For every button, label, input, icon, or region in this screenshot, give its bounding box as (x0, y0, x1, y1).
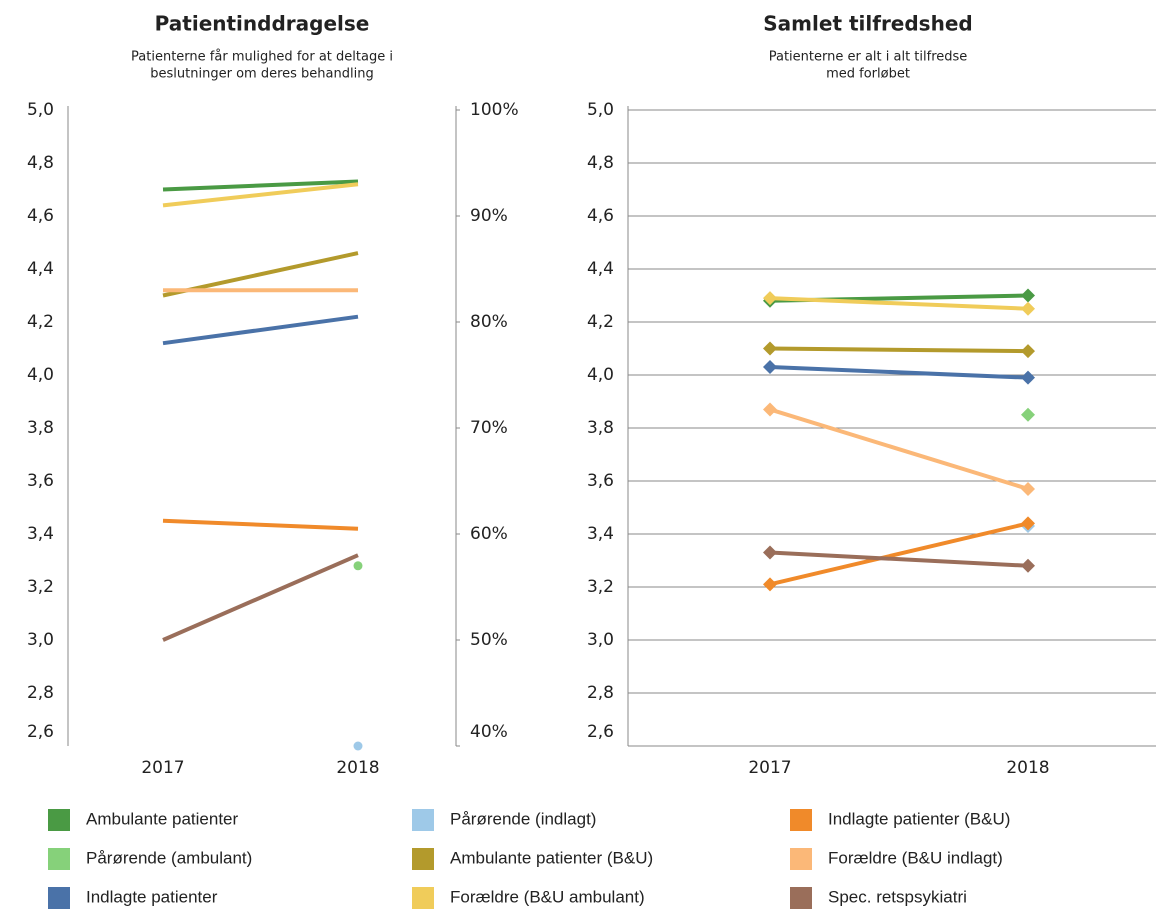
y-tick-label: 4,8 (27, 153, 54, 173)
y-tick-label: 3,6 (27, 471, 54, 491)
y-tick-label: 5,0 (27, 100, 54, 120)
series-line (769, 521, 1029, 587)
marker (1021, 407, 1035, 422)
y-tick-label: 3,0 (27, 630, 54, 650)
marker (353, 561, 363, 571)
y-tick-label: 3,4 (27, 524, 54, 544)
y-tick-label: 3,2 (27, 577, 54, 597)
marker (353, 741, 363, 751)
chart-subtitle: Patienterne får mulighed for at deltage … (131, 50, 393, 65)
y-tick-label: 3,2 (587, 577, 614, 597)
legend-swatch (790, 848, 812, 870)
legend-label: Forældre (B&U ambulant) (450, 887, 645, 906)
legend-swatch (48, 887, 70, 909)
legend-swatch (48, 809, 70, 831)
y-tick-label: 4,0 (27, 365, 54, 385)
legend-label: Ambulante patienter (86, 809, 238, 828)
y-tick-label: 3,4 (587, 524, 614, 544)
series-line (162, 518, 359, 531)
marker (763, 360, 777, 375)
marker (1021, 558, 1035, 573)
y-tick-label: 2,6 (587, 722, 614, 742)
legend-label: Indlagte patienter (B&U) (828, 809, 1010, 828)
y2-tick-label: 70% (470, 418, 508, 438)
chart-subtitle: Patienterne er alt i alt tilfredse (769, 50, 968, 65)
y2-tick-label: 100% (470, 100, 519, 120)
series-line (769, 296, 1029, 311)
chart-subtitle: beslutninger om deres behandling (150, 67, 373, 82)
legend-label: Pårørende (ambulant) (86, 848, 252, 867)
series-line (769, 407, 1029, 491)
y-tick-label: 2,8 (587, 683, 614, 703)
y-tick-label: 2,8 (27, 683, 54, 703)
y2-tick-label: 90% (470, 206, 508, 226)
x-tick-label: 2018 (1006, 758, 1049, 778)
legend-label: Ambulante patienter (B&U) (450, 848, 653, 867)
chart-subtitle: med forløbet (826, 67, 910, 82)
legend-label: Spec. retspsykiatri (828, 887, 967, 906)
marker (763, 577, 777, 592)
legend-swatch (48, 848, 70, 870)
series-line (162, 182, 359, 208)
y2-tick-label: 80% (470, 312, 508, 332)
y-tick-label: 4,6 (27, 206, 54, 226)
legend-swatch (790, 887, 812, 909)
legend-swatch (790, 809, 812, 831)
marker (763, 291, 777, 306)
y-tick-label: 4,2 (587, 312, 614, 332)
y-tick-label: 4,2 (27, 312, 54, 332)
marker (1021, 481, 1035, 496)
x-tick-label: 2017 (141, 758, 184, 778)
y-tick-label: 4,4 (587, 259, 614, 279)
legend-label: Forældre (B&U indlagt) (828, 848, 1003, 867)
y-tick-label: 3,6 (587, 471, 614, 491)
y-tick-label: 2,6 (27, 722, 54, 742)
marker (1021, 301, 1035, 316)
series-line (162, 553, 359, 642)
chart-title: Patientinddragelse (155, 12, 370, 36)
y2-tick-label: 50% (470, 630, 508, 650)
y-tick-label: 4,8 (587, 153, 614, 173)
marker (1021, 344, 1035, 359)
series-line (769, 550, 1029, 568)
legend-swatch (412, 887, 434, 909)
y2-tick-label: 40% (470, 722, 508, 742)
marker (763, 545, 777, 560)
legend-swatch (412, 848, 434, 870)
x-tick-label: 2017 (748, 758, 791, 778)
marker (1021, 288, 1035, 303)
marker (763, 402, 777, 417)
chart-title: Samlet tilfredshed (763, 12, 972, 36)
y2-tick-label: 60% (470, 524, 508, 544)
legend-label: Indlagte patienter (86, 887, 218, 906)
series-line (769, 346, 1029, 354)
y-tick-label: 3,0 (587, 630, 614, 650)
series-line (769, 365, 1029, 380)
y-tick-label: 3,8 (27, 418, 54, 438)
marker (1021, 516, 1035, 531)
series-line (162, 314, 359, 346)
marker (763, 341, 777, 356)
y-tick-label: 4,0 (587, 365, 614, 385)
legend-label: Pårørende (indlagt) (450, 809, 596, 828)
y-tick-label: 4,6 (587, 206, 614, 226)
x-tick-label: 2018 (336, 758, 379, 778)
legend-swatch (412, 809, 434, 831)
y-tick-label: 3,8 (587, 418, 614, 438)
marker (1021, 370, 1035, 385)
y-tick-label: 5,0 (587, 100, 614, 120)
y-tick-label: 4,4 (27, 259, 54, 279)
series-line (162, 179, 359, 192)
